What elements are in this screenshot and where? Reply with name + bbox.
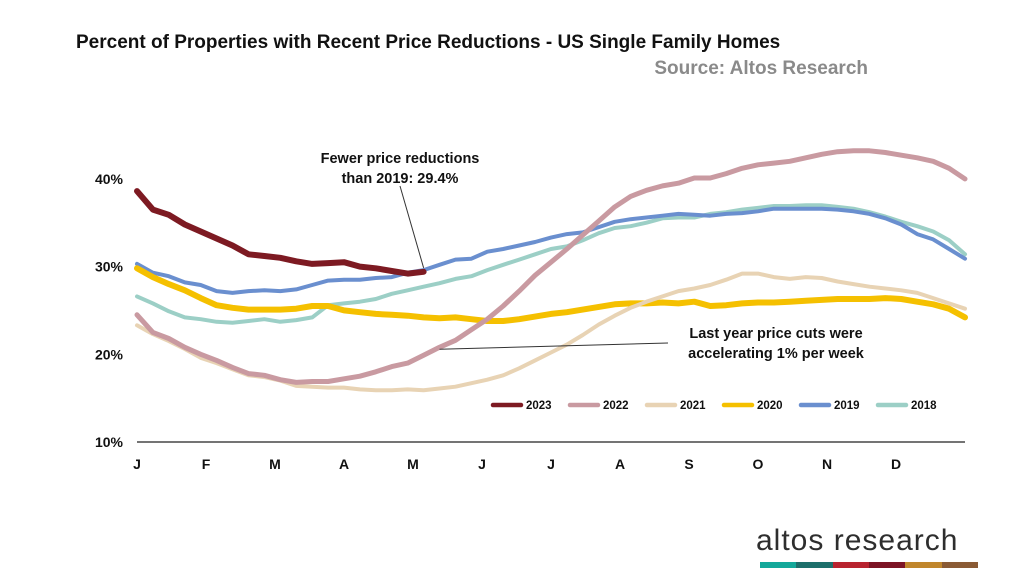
logo-color-stripe bbox=[760, 562, 978, 568]
chart-title: Percent of Properties with Recent Price … bbox=[76, 32, 781, 53]
chart-subtitle: Source: Altos Research bbox=[654, 58, 868, 79]
x-tick-label: O bbox=[753, 456, 764, 472]
legend-label-2019: 2019 bbox=[834, 400, 860, 412]
series-line-2020 bbox=[134, 265, 968, 324]
x-tick-label: A bbox=[615, 456, 625, 472]
legend-label-2023: 2023 bbox=[526, 400, 552, 412]
y-tick-label: 40% bbox=[95, 171, 124, 187]
x-tick-label: M bbox=[269, 456, 281, 472]
logo-stripe-segment bbox=[832, 562, 869, 568]
annotations: Fewer price reductions than 2019: 29.4% La… bbox=[321, 151, 865, 362]
series-lines bbox=[134, 148, 968, 393]
series-line-2018 bbox=[135, 203, 967, 325]
annotation-2023-text: than 2019: 29.4% bbox=[342, 171, 459, 187]
annotation-2023-text: Fewer price reductions bbox=[321, 151, 480, 167]
x-tick-label: J bbox=[478, 456, 486, 472]
x-tick-label: J bbox=[133, 456, 141, 472]
logo-stripe-segment bbox=[905, 562, 942, 568]
annotation-2022-leader bbox=[439, 342, 669, 350]
logo-stripe-segment bbox=[760, 562, 797, 568]
logo-stripe-segment bbox=[796, 562, 833, 568]
logo-stripe-segment bbox=[941, 562, 978, 568]
legend-label-2020: 2020 bbox=[757, 400, 783, 412]
legend-label-2018: 2018 bbox=[911, 400, 937, 412]
annotation-2022-text: Last year price cuts were bbox=[689, 326, 862, 342]
y-tick-label: 30% bbox=[95, 259, 124, 275]
annotation-2023-leader bbox=[399, 185, 425, 268]
x-tick-label: A bbox=[339, 456, 349, 472]
y-tick-label: 10% bbox=[95, 434, 124, 450]
x-tick-label: F bbox=[202, 456, 211, 472]
series-line-2022 bbox=[134, 148, 968, 385]
x-tick-label: N bbox=[822, 456, 832, 472]
x-tick-label: M bbox=[407, 456, 419, 472]
legend-label-2021: 2021 bbox=[680, 400, 706, 412]
legend: 2023 2022 2021 2020 2019 2018 bbox=[490, 400, 937, 412]
axes: 10% 20% 30% 40% J F M A M J J A S O N D bbox=[95, 171, 965, 472]
altos-research-logo: altos research bbox=[756, 524, 959, 557]
x-tick-label: S bbox=[684, 456, 693, 472]
x-tick-label: D bbox=[891, 456, 901, 472]
series-line-2019 bbox=[135, 206, 967, 295]
logo-stripe-segment bbox=[868, 562, 906, 568]
x-tick-label: J bbox=[547, 456, 555, 472]
y-tick-label: 20% bbox=[95, 346, 124, 362]
legend-label-2022: 2022 bbox=[603, 400, 629, 412]
series-line-2023 bbox=[134, 188, 427, 277]
annotation-2022-text: accelerating 1% per week bbox=[688, 346, 865, 362]
